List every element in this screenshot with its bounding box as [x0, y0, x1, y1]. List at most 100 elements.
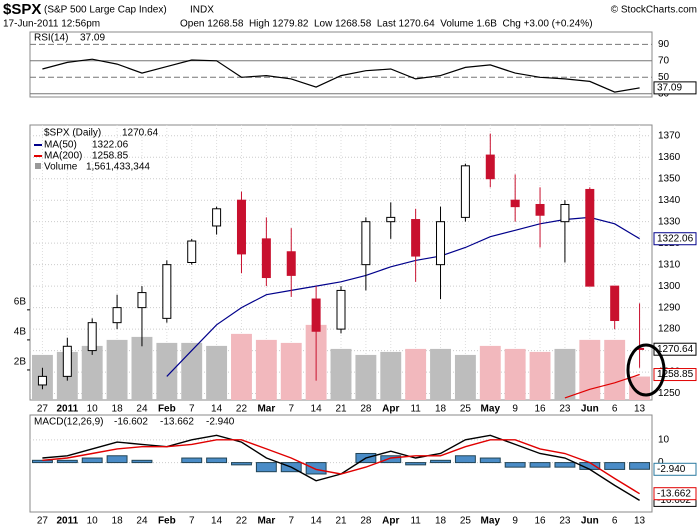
volume-bar [405, 348, 427, 400]
histogram-bar [106, 455, 128, 464]
y-tick-label: 1340 [658, 195, 681, 206]
y-tick-label: 50 [658, 72, 670, 83]
x-tick-label: 23 [559, 516, 571, 527]
legend-swatch [35, 163, 41, 169]
x-tick-label: May [481, 516, 501, 527]
x-tick-label: 21 [335, 404, 347, 415]
legend-name: $SPX (Daily) [44, 128, 101, 139]
x-tick-label: Apr [382, 516, 399, 527]
value-label: -16.602 [657, 495, 691, 506]
x-tick-label: 13 [634, 516, 646, 527]
x-tick-label: 14 [211, 516, 223, 527]
volume-bar [355, 354, 377, 400]
x-tick-label: 24 [136, 516, 148, 527]
y-tick-label: 1290 [658, 302, 681, 313]
candle-body [187, 240, 197, 263]
y-tick-label: 10 [658, 434, 670, 445]
x-tick-label: 27 [37, 404, 49, 415]
x-tick-label: 11 [410, 404, 421, 415]
x-tick-label: 14 [311, 404, 323, 415]
legend-value: -2.940 [206, 417, 235, 428]
exchange: INDX [190, 5, 214, 16]
volume-bar [330, 348, 352, 400]
volume-bar [106, 339, 128, 400]
quote: Open 1268.58 High 1279.82 Low 1268.58 La… [180, 19, 593, 30]
y-tick-label: 1300 [658, 281, 681, 292]
x-tick-label: Feb [158, 516, 176, 527]
value-label: -2.940 [657, 464, 686, 475]
macd-line [42, 434, 640, 501]
x-tick-label: 21 [335, 516, 347, 527]
volume-bar [206, 345, 228, 400]
histogram-bar [131, 459, 153, 464]
x-tick-label: 18 [112, 516, 124, 527]
value-box [653, 81, 697, 95]
x-tick-label: 7 [288, 404, 294, 415]
x-tick-label: May [481, 404, 501, 415]
volume-bar [554, 348, 576, 400]
histogram-bar [405, 462, 427, 466]
x-tick-label: 9 [512, 516, 518, 527]
x-tick-label: 25 [460, 516, 472, 527]
candle-body [236, 199, 246, 255]
x-tick-label: 23 [559, 404, 571, 415]
value-label: -13.662 [657, 488, 691, 499]
symbol: $SPX [3, 1, 41, 18]
rsi-line [42, 58, 640, 93]
histogram-bar [231, 462, 252, 466]
legend-value: -16.602 [114, 417, 148, 428]
histogram-bar [604, 462, 626, 470]
candle-body [336, 289, 346, 330]
histogram-bar [81, 457, 103, 464]
histogram-bar [181, 457, 203, 464]
y-tick-label: 1370 [658, 130, 681, 141]
y-tick-label: 1330 [658, 216, 681, 227]
candle-body [460, 165, 470, 218]
histogram-bar [380, 455, 402, 464]
histogram-bar [206, 457, 228, 464]
y2-tick-label: 4B [14, 327, 27, 338]
candle-body [361, 221, 371, 266]
x-tick-label: 16 [534, 516, 546, 527]
candle-body [162, 264, 172, 319]
volume-bar [579, 339, 601, 400]
volume-bar [181, 342, 203, 400]
copyright: © StockCharts.com [611, 5, 697, 16]
value-box [653, 232, 697, 246]
volume-bar [380, 351, 402, 400]
x-tick-label: 27 [37, 516, 49, 527]
value-box [653, 487, 697, 501]
x-tick-label: 9 [512, 404, 518, 415]
annotation-circle [626, 343, 666, 397]
x-tick-label: 18 [112, 404, 124, 415]
volume-bar [454, 354, 476, 400]
legend-name: RSI(14) [34, 33, 68, 44]
candle-body [87, 322, 97, 352]
x-tick-label: 10 [87, 516, 99, 527]
x-tick-label: 28 [360, 404, 372, 415]
legend-value: 1322.06 [92, 140, 129, 151]
y-tick-label: 1310 [658, 259, 681, 270]
x-tick-label: 22 [236, 404, 248, 415]
candle-body [112, 307, 122, 324]
volume-bar [156, 342, 178, 400]
candle-body [610, 285, 620, 322]
x-tick-label: 6 [612, 516, 618, 527]
histogram-bar [504, 462, 526, 468]
panel-frame [29, 414, 653, 513]
y-tick-label: 70 [658, 55, 670, 66]
x-tick-label: 28 [360, 516, 372, 527]
legend-name: MA(200) [44, 151, 82, 162]
value-label: 37.09 [657, 83, 682, 94]
x-tick-label: Feb [158, 404, 176, 415]
moving-average [564, 373, 640, 399]
histogram-bar [629, 462, 651, 470]
candle-body [386, 216, 396, 223]
panel-frame [29, 31, 653, 98]
histogram-bar [305, 462, 327, 475]
volume-bar [529, 351, 551, 400]
candle-body [436, 221, 446, 266]
x-tick-label: Mar [257, 404, 275, 415]
histogram-bar [529, 462, 551, 468]
x-tick-label: 11 [410, 516, 421, 527]
